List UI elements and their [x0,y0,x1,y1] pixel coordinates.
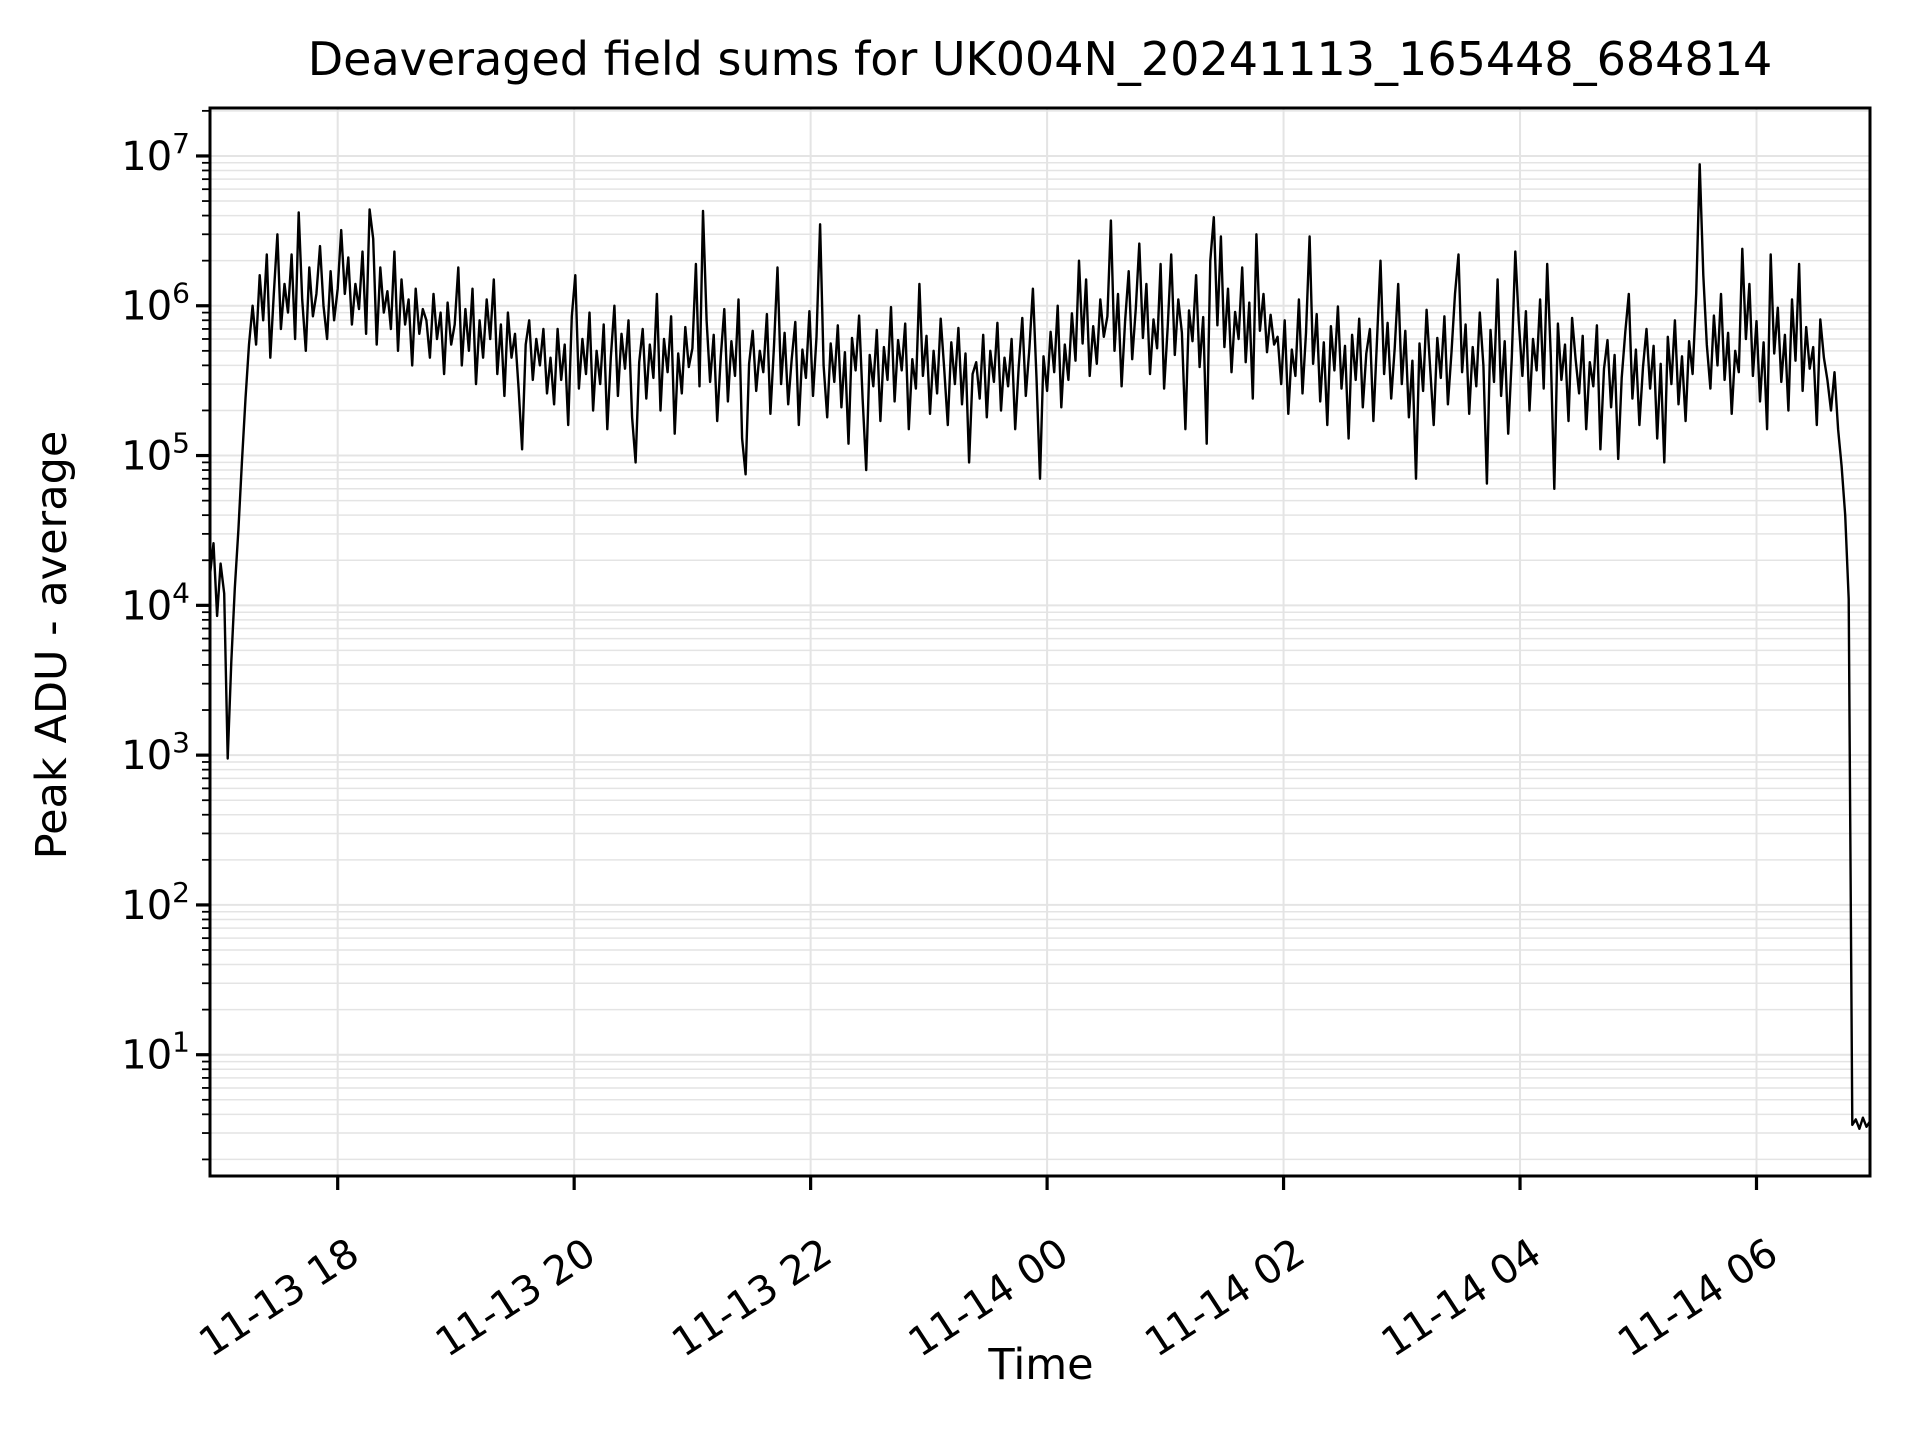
axis-ticks [196,109,1759,1190]
svg-text:103: 103 [121,726,190,779]
svg-text:105: 105 [121,427,190,480]
svg-text:11-14 02: 11-14 02 [1137,1230,1313,1367]
svg-text:11-13 22: 11-13 22 [664,1230,840,1367]
svg-text:106: 106 [121,277,190,330]
y-axis-label: Peak ADU - average [27,430,77,860]
svg-text:102: 102 [121,876,190,929]
svg-text:104: 104 [121,576,190,629]
x-axis-label: Time [988,1340,1094,1390]
data-series-line [208,163,1872,1130]
svg-text:11-13 18: 11-13 18 [191,1230,367,1367]
chart-title: Deaveraged field sums for UK004N_2024111… [307,32,1773,86]
svg-text:11-13 20: 11-13 20 [428,1230,604,1367]
svg-text:101: 101 [121,1026,190,1079]
svg-text:11-14 06: 11-14 06 [1610,1230,1786,1367]
svg-text:107: 107 [121,127,190,180]
grid-lines [210,108,1870,1176]
svg-text:11-14 04: 11-14 04 [1374,1230,1550,1367]
y-tick-labels: 101 102 103 104 105 106 107 [121,127,190,1079]
axes-spines [208,106,1872,1178]
